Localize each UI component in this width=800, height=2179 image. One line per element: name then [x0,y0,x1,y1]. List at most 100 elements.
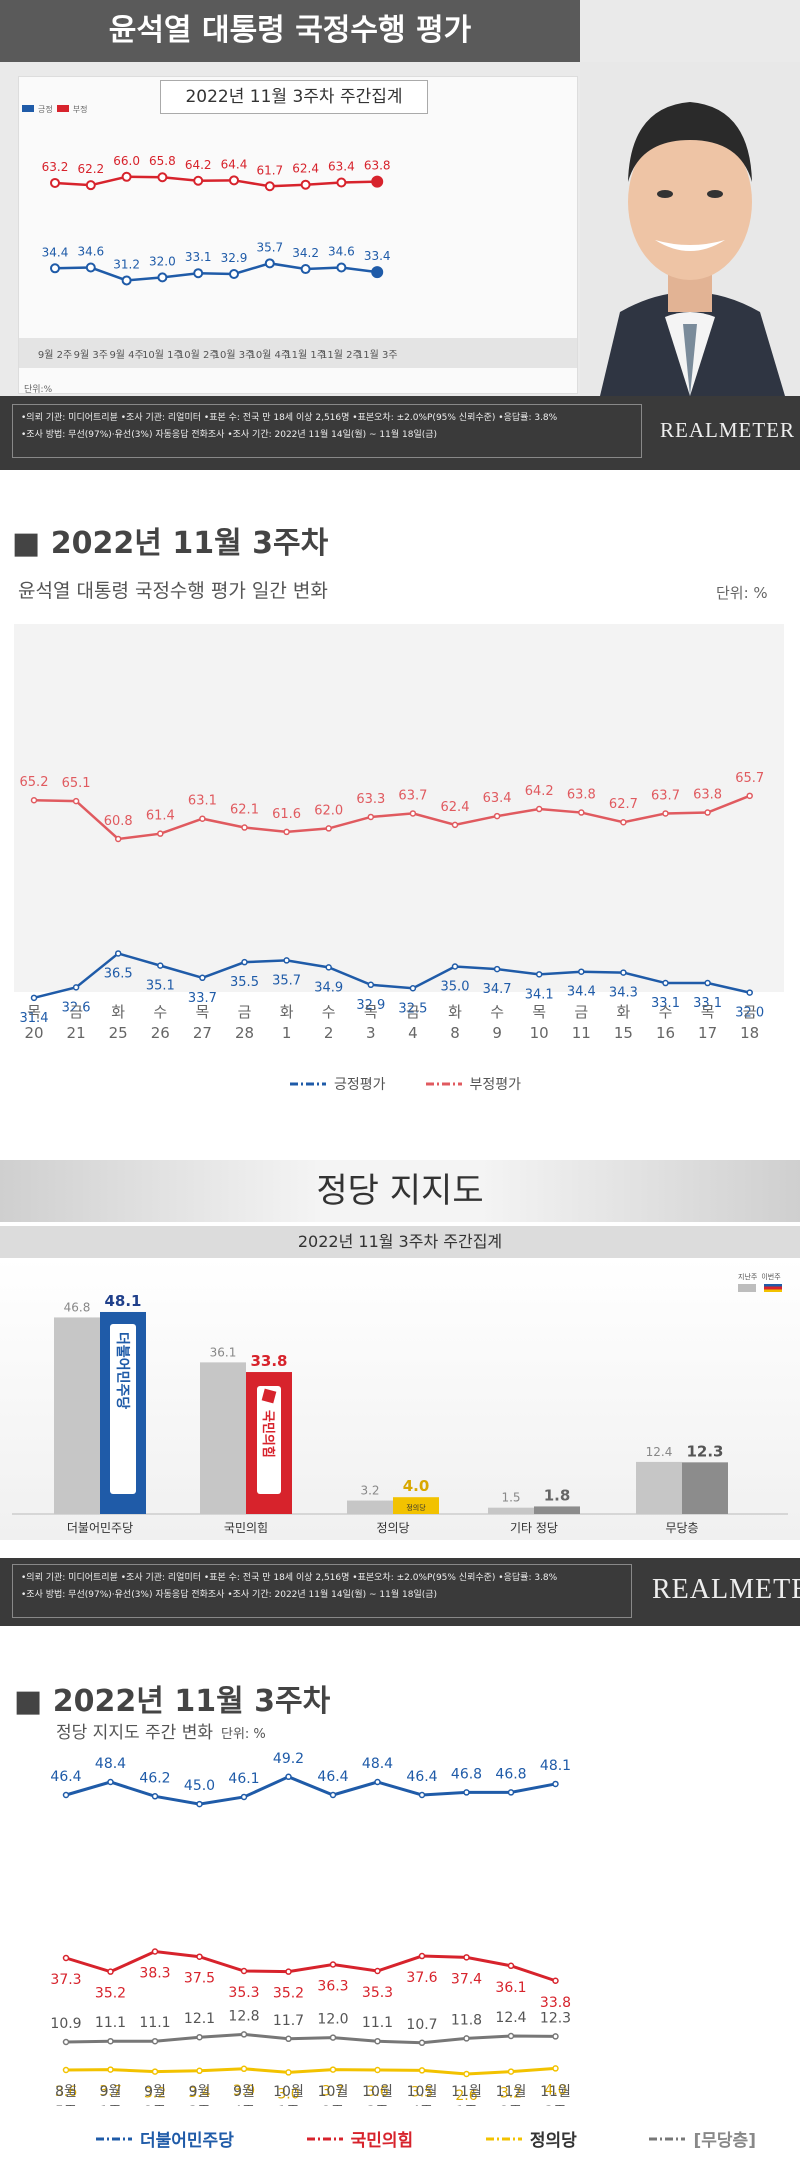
point-positive [241,958,248,966]
legend-dem: 더불어민주당 [96,2126,234,2151]
panel-party-weekly: ■ 2022년 11월 3주차 정당 지지도 주간 변화 단위: % 46.4 4… [0,1626,800,2179]
panel2-heading: ■ 2022년 11월 3주차 [12,526,329,561]
x-tick-month: 11월 [451,2084,482,2100]
ppp-logo-text: 국민의힘 [260,1410,276,1458]
data-label-independent: 11.7 [273,2013,304,2029]
x-tick-day: 금 [406,1003,420,1021]
point-negative [325,825,332,832]
x-tick-date: 9 [492,1024,502,1042]
point-ppp [418,1952,426,1960]
panel-weekly-approval: 윤석열 대통령 국정수행 평가 2022년 11월 3주차 주간집계 긍정 부정… [0,0,800,470]
point-positive [746,989,753,996]
x-tick-date: 3 [366,1024,376,1042]
data-label-curr: 48.1 [104,1292,141,1310]
point-ppp [151,1948,159,1955]
point-negative [241,824,248,831]
data-label-negative: 64.2 [185,158,212,172]
data-label-negative: 62.0 [314,803,343,818]
legend-ppp-line-icon [306,2137,343,2140]
data-label-negative: 65.8 [149,154,176,168]
point-negative [409,810,417,817]
point-justice [107,2066,114,2073]
legend-negative-label: 부정평가 [469,1077,522,1093]
data-label-prev: 12.4 [646,1445,673,1459]
panel3-footer-box: •의뢰 기관: 미디어트리뷴 •조사 기관: 리얼미터 •표본 수: 전국 만 … [12,1564,632,1618]
data-label-positive: 32.6 [62,1000,91,1015]
x-tick-week: 1주 [456,2104,478,2106]
point-positive [193,268,204,279]
legend-curr-swatch [764,1284,782,1292]
panel1-footer-line2: •조사 방법: 무선(97%)·유선(3%) 자동응답 전화조사 •조사 기간:… [21,430,438,440]
point-negative [72,797,80,805]
data-label-negative: 63.8 [693,788,722,803]
data-label-negative: 63.2 [42,160,69,174]
x-tick-date: 27 [193,1024,212,1042]
data-label-dem: 46.8 [451,1766,482,1782]
data-label-ppp: 35.2 [273,1986,304,2002]
x-tick-week: 1주 [278,2104,300,2106]
data-label-independent: 12.0 [317,2012,348,2028]
data-label-independent: 11.1 [362,2015,393,2031]
point-justice [552,2065,559,2072]
point-positive [199,974,206,982]
point-dem [463,1789,470,1796]
series-independent-line [65,2032,556,2045]
data-label-negative: 61.4 [146,809,175,824]
point-justice [151,2068,159,2075]
x-tick-day: 화 [111,1003,125,1021]
x-tick-label: 10월 3주 [214,349,255,361]
point-ppp [507,1962,515,1970]
x-tick-day: 화 [616,1003,630,1021]
point-ppp [374,1967,381,1975]
x-tick-week: 2주 [322,2104,344,2106]
point-positive [620,969,627,976]
point-dem [151,1793,159,1800]
data-label-curr: 12.3 [686,1442,723,1460]
data-label-prev: 36.1 [210,1345,237,1359]
data-label-negative: 63.7 [398,788,427,803]
x-tick-label: 9월 4주 [109,349,143,361]
point-positive [325,964,332,971]
point-justice [507,2068,515,2075]
dem-logo-badge [110,1324,136,1494]
point-negative [85,180,96,191]
point-dem [285,1773,292,1781]
portrait-image [580,62,800,396]
x-tick-label: 기타 정당 [510,1521,558,1535]
x-tick-date: 15 [614,1024,633,1042]
x-tick-month: 9월 [144,2084,166,2100]
x-tick-label: 11월 2주 [321,349,362,361]
x-tick-date: 21 [67,1024,86,1042]
x-tick-month: 9월 [100,2084,122,2100]
x-tick-day: 수 [659,1003,673,1021]
data-label-dem: 46.4 [50,1769,81,1785]
x-tick-month: 9월 [233,2084,255,2100]
x-tick-week: 3주 [545,2104,567,2106]
point-positive [229,268,239,279]
data-label-positive: 31.4 [20,1011,49,1026]
point-positive [85,262,96,273]
x-tick-date: 26 [151,1024,170,1042]
x-tick-date: 28 [235,1024,254,1042]
data-label-independent: 10.7 [406,2017,437,2033]
x-tick-day: 금 [238,1003,252,1021]
point-independent [196,2033,203,2041]
data-label-dem: 49.2 [273,1751,304,1767]
data-label-justice: 4.0 [544,2082,566,2098]
legend-justice: 정의당 [485,2126,577,2151]
bar-this-week [682,1462,728,1514]
bar-this-week [393,1497,439,1514]
panel3-footer [0,1558,800,1626]
legend-independent-label: [무당층] [693,2131,756,2151]
point-negative [157,172,168,183]
data-label-ppp: 38.3 [139,1966,170,1982]
data-label-positive: 33.1 [185,250,212,264]
data-label-justice: 3.6 [55,2084,77,2100]
daily-approval-chart: 65.2 65.1 60.8 61.4 63.1 62.1 61.6 62.0 63.3 63.7… [20,771,765,1042]
data-label-positive: 35.7 [272,973,301,988]
data-label-positive: 35.1 [146,979,175,994]
data-label-ppp: 36.1 [495,1980,526,1996]
point-ppp [463,1954,470,1961]
legend-positive-label: 긍정평가 [334,1077,386,1093]
bar-prev-week [488,1507,534,1514]
